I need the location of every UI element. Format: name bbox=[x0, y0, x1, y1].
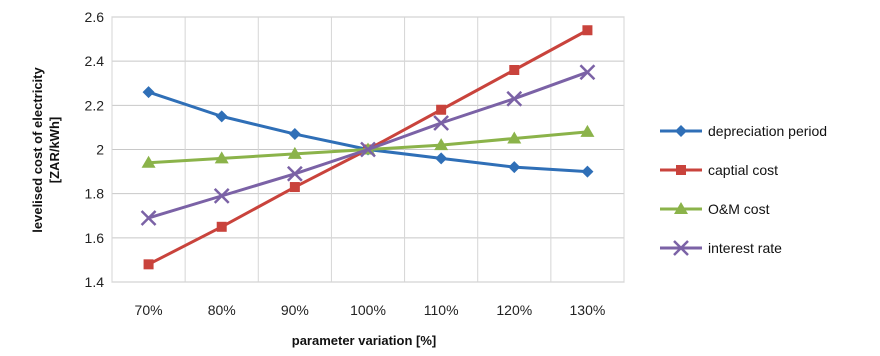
data-point-o-m-cost bbox=[141, 155, 156, 168]
data-point-interest-rate bbox=[213, 187, 230, 204]
data-point-captial-cost bbox=[216, 221, 227, 232]
legend: depreciation period captial cost O&M cost i… bbox=[660, 123, 827, 256]
x-tick-label: 100% bbox=[350, 302, 386, 318]
series-group bbox=[140, 25, 596, 270]
gridlines bbox=[111, 16, 625, 283]
data-point-interest-rate bbox=[506, 90, 523, 107]
data-point-captial-cost bbox=[143, 259, 154, 270]
data-point-captial-cost bbox=[289, 182, 300, 193]
y-tick-label: 1.4 bbox=[85, 274, 105, 290]
data-point-depreciation-period bbox=[581, 165, 594, 178]
data-point-depreciation-period bbox=[288, 128, 301, 141]
data-point-o-m-cost bbox=[434, 138, 449, 151]
y-axis-title-line1: levelised cost of electricity bbox=[30, 67, 45, 233]
data-point-interest-rate bbox=[286, 165, 303, 182]
legend-marker-captial-cost bbox=[676, 165, 686, 175]
y-axis-title-line2: [ZAR/kWh] bbox=[47, 117, 62, 183]
legend-label-depreciation-period: depreciation period bbox=[708, 123, 827, 139]
legend-marker-interest-rate bbox=[673, 240, 689, 256]
legend-marker-o-m-cost bbox=[674, 202, 688, 214]
x-tick-label: 110% bbox=[424, 302, 459, 318]
data-point-depreciation-period bbox=[435, 152, 448, 165]
data-point-captial-cost bbox=[582, 25, 593, 36]
y-tick-label: 2.4 bbox=[85, 53, 105, 69]
data-point-captial-cost bbox=[509, 65, 520, 75]
data-point-interest-rate bbox=[360, 141, 376, 158]
legend-marker-depreciation-period bbox=[675, 125, 687, 137]
x-axis-title: parameter variation [%] bbox=[292, 333, 437, 348]
data-point-interest-rate bbox=[579, 64, 596, 81]
legend-label-interest-rate: interest rate bbox=[708, 240, 782, 256]
x-tick-labels: 70% 80% 90% 100% 110% 120% 130% bbox=[135, 302, 606, 318]
x-tick-label: 70% bbox=[135, 302, 163, 318]
x-tick-label: 120% bbox=[496, 302, 532, 318]
x-tick-label: 130% bbox=[570, 302, 606, 318]
data-point-o-m-cost bbox=[507, 131, 522, 144]
y-tick-label: 1.8 bbox=[85, 186, 105, 202]
y-tick-label: 2 bbox=[96, 142, 104, 158]
data-point-depreciation-period bbox=[508, 161, 521, 174]
y-tick-label: 2.2 bbox=[85, 97, 105, 113]
data-point-o-m-cost bbox=[214, 151, 229, 164]
data-point-interest-rate bbox=[140, 210, 157, 226]
data-point-depreciation-period bbox=[142, 86, 155, 99]
data-point-depreciation-period bbox=[215, 110, 228, 123]
y-tick-label: 1.6 bbox=[85, 230, 105, 246]
data-point-o-m-cost bbox=[287, 146, 302, 159]
legend-label-captial-cost: captial cost bbox=[708, 162, 778, 178]
data-point-interest-rate bbox=[433, 115, 450, 131]
data-point-captial-cost bbox=[436, 104, 447, 115]
y-tick-label: 2.6 bbox=[85, 9, 105, 25]
x-tick-label: 90% bbox=[281, 302, 309, 318]
data-point-o-m-cost bbox=[580, 124, 595, 137]
legend-label-o-m-cost: O&M cost bbox=[708, 201, 770, 217]
y-tick-labels: 1.4 1.6 1.8 2 2.2 2.4 2.6 bbox=[85, 9, 105, 290]
x-tick-label: 80% bbox=[208, 302, 236, 318]
